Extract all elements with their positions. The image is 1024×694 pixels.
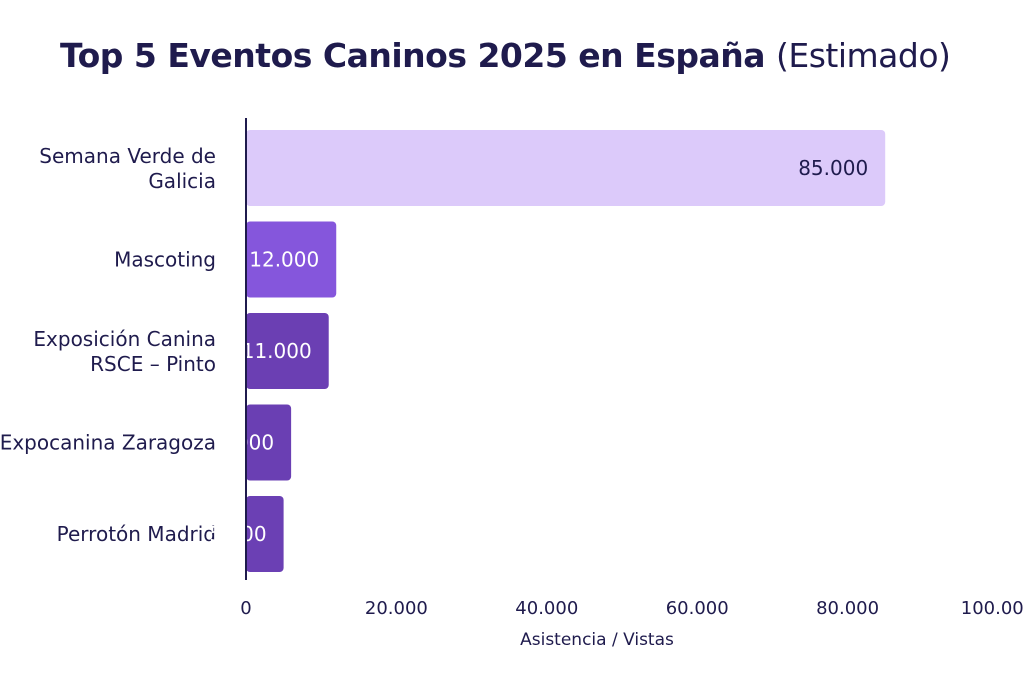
category-label-0: Semana Verde de Galicia xyxy=(39,144,216,193)
category-label-0-line-0: Semana Verde de xyxy=(39,144,216,168)
bars-layer xyxy=(246,130,886,572)
bar-3 xyxy=(246,404,292,481)
value-label-4: 5.000 xyxy=(209,522,266,546)
bar-1 xyxy=(246,221,337,298)
category-label-0-line-1: Galicia xyxy=(148,169,216,193)
value-label-0: 85.000 xyxy=(798,156,868,180)
category-label-3: Expocanina Zaragoza xyxy=(0,431,216,455)
category-label-4-line-0: Perrotón Madrid xyxy=(57,522,216,546)
x-tick-labels: 0 20.000 40.000 60.000 80.000 100.000 xyxy=(240,598,1024,619)
category-label-2-line-0: Exposición Canina xyxy=(33,327,216,351)
x-axis-title: Asistencia / Vistas xyxy=(520,630,674,650)
category-label-1: Mascoting xyxy=(114,248,216,272)
bar-2 xyxy=(246,313,329,389)
category-label-1-line-0: Mascoting xyxy=(114,248,216,272)
category-label-3-line-0: Expocanina Zaragoza xyxy=(0,431,216,455)
category-labels: Semana Verde de Galicia Mascoting Exposició… xyxy=(0,144,216,546)
value-label-1: 12.000 xyxy=(249,248,319,272)
value-label-2: 11.000 xyxy=(242,339,312,363)
chart-subtitle: (Estimado) xyxy=(776,36,951,75)
chart-title-main: Top 5 Eventos Caninos 2025 en España xyxy=(60,36,766,75)
category-label-4: Perrotón Madrid xyxy=(57,522,216,546)
category-label-2-line-1: RSCE – Pinto xyxy=(90,352,216,376)
x-tick-label-1: 20.000 xyxy=(365,598,428,619)
bar-0 xyxy=(246,130,886,206)
x-tick-label-3: 60.000 xyxy=(666,598,729,619)
chart-title: Top 5 Eventos Caninos 2025 en España (Es… xyxy=(60,36,951,75)
x-tick-label-4: 80.000 xyxy=(816,598,879,619)
x-tick-label-5: 100.000 xyxy=(961,598,1024,619)
bar-4 xyxy=(246,496,284,572)
x-tick-label-0: 0 xyxy=(240,598,251,619)
x-tick-label-2: 40.000 xyxy=(515,598,578,619)
category-label-2: Exposición Canina RSCE – Pinto xyxy=(33,327,216,376)
